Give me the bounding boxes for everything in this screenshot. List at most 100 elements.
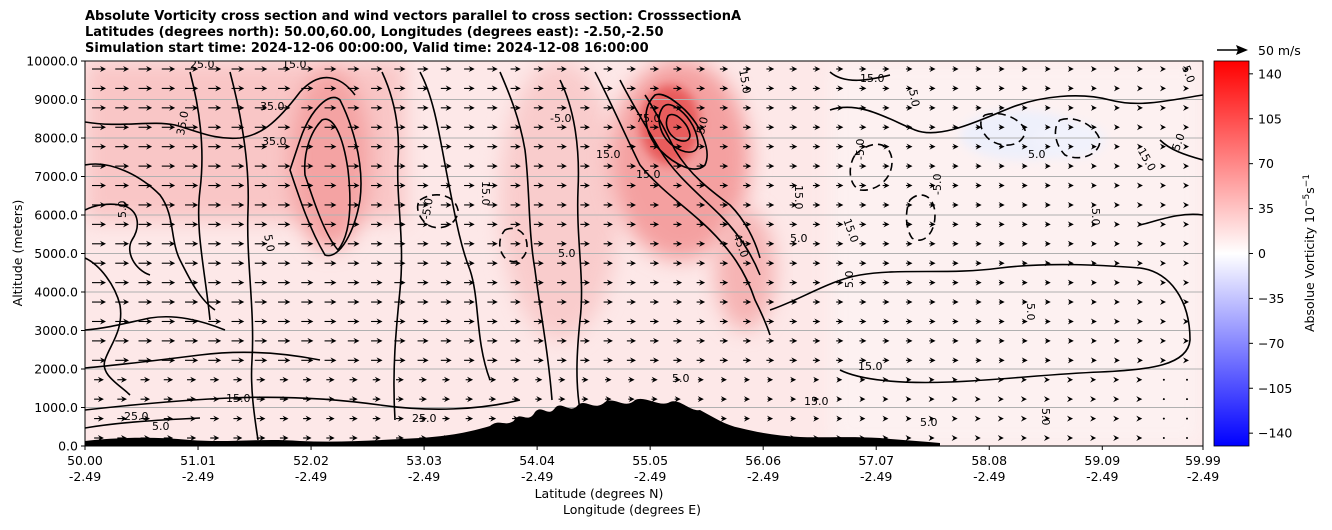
wind-vector-arrowhead [1090, 396, 1097, 403]
wind-vector-arrowhead [837, 201, 844, 208]
wind-vector-arrowhead [444, 376, 451, 383]
wind-vector-arrowhead [1067, 299, 1074, 306]
wind-vector-arrowhead [653, 279, 660, 286]
wind-vector-arrowhead [100, 318, 106, 325]
wind-vector-arrowhead [537, 66, 544, 72]
x-tick-label-lon: -2.49 [521, 469, 553, 484]
x-tick-label-lat: 59.99 [1185, 453, 1221, 468]
wind-vector-arrowhead [1113, 182, 1120, 189]
wind-vector-arrowhead [560, 124, 567, 131]
wind-vector-arrowhead [282, 415, 289, 422]
wind-vector-arrowhead [676, 279, 683, 286]
wind-vector-arrowhead [305, 435, 312, 441]
wind-vector-arrowhead [1136, 376, 1143, 383]
terrain [85, 398, 940, 446]
wind-vector-arrowhead [560, 221, 567, 228]
wind-vector-arrowhead [1021, 357, 1028, 364]
wind-vector-arrowhead [745, 85, 752, 92]
wind-vector-arrowhead [537, 143, 544, 150]
wind-vector-arrowhead [1183, 124, 1189, 131]
wind-vector-arrowhead [376, 357, 383, 364]
wind-vector-arrowhead [583, 143, 590, 150]
x-tick-label-lat: 52.02 [293, 453, 329, 468]
wind-vector-arrowhead [445, 260, 452, 267]
wind-vector-arrowhead [951, 415, 958, 422]
wind-vector-arrowhead [1067, 124, 1074, 131]
wind-vector-arrowhead [123, 66, 130, 72]
wind-vector-arrowhead [583, 182, 590, 189]
wind-vector-arrowhead [745, 337, 752, 344]
wind-vector-arrowhead [236, 415, 243, 422]
wind-vector-arrowhead [883, 240, 890, 247]
wind-vector-arrowhead [491, 85, 498, 92]
wind-vector-arrowhead [1067, 279, 1074, 286]
contour-label: 15.0 [860, 72, 885, 85]
wind-vector-arrowhead [883, 337, 890, 344]
shade-tail [715, 210, 775, 330]
wind-vector-arrowhead [998, 66, 1005, 72]
wind-vector-arrowhead [883, 163, 890, 170]
wind-vector-dot [1186, 417, 1188, 420]
wind-vector-arrowhead [952, 240, 959, 247]
wind-vector-arrowhead [353, 66, 360, 72]
wind-vector-arrowhead [491, 299, 498, 306]
contour-label: 75.0 [636, 112, 661, 125]
wind-vector-arrowhead [606, 104, 613, 111]
y-tick-label: 10000.0 [26, 54, 78, 69]
wind-vector-arrowhead [192, 221, 199, 228]
wind-vector-arrowhead [722, 318, 729, 325]
wind-vector-arrowhead [491, 66, 498, 72]
wind-vector-arrowhead [1067, 182, 1074, 189]
wind-vector-arrowhead [146, 240, 153, 247]
wind-vector-arrowhead [1113, 376, 1120, 383]
wind-vector-arrowhead [120, 396, 127, 403]
wind-vector-arrowhead [100, 357, 106, 364]
wind-vector-arrowhead [814, 66, 821, 72]
wind-vector-arrowhead [146, 104, 153, 111]
contour-line [85, 417, 201, 429]
colorbar-label-unit: s [1302, 187, 1317, 194]
wind-vector-arrowhead [445, 143, 452, 150]
wind-vector-arrowhead [261, 66, 268, 72]
wind-vector-arrowhead [97, 435, 104, 441]
wind-vector-arrowhead [1043, 435, 1050, 441]
wind-vector-arrowhead [722, 163, 729, 170]
wind-vector-arrowhead [307, 260, 314, 267]
wind-vector-arrowhead [353, 260, 360, 267]
wind-vector-arrowhead [169, 66, 176, 72]
wind-vector-arrowhead [722, 143, 729, 150]
wind-vector-arrowhead [215, 260, 222, 267]
wind-vector-arrowhead [1090, 299, 1097, 306]
wind-vector-arrowhead [422, 260, 429, 267]
wind-vector-arrowhead [1159, 221, 1166, 228]
wind-vector-arrowhead [583, 318, 590, 325]
wind-vector-arrowhead [929, 240, 936, 247]
wind-vector-arrowhead [1136, 124, 1143, 131]
wind-vector-arrowhead [1113, 104, 1120, 111]
wind-vector-arrowhead [837, 357, 844, 364]
wind-vector-arrowhead [583, 221, 590, 228]
wind-vector-arrowhead [883, 182, 890, 189]
wind-vector-arrowhead [653, 299, 660, 306]
wind-vector-arrowhead [445, 201, 452, 208]
wind-vector-arrowhead [998, 240, 1005, 247]
wind-vector-arrowhead [238, 66, 245, 72]
wind-vector-arrowhead [468, 66, 475, 72]
wind-vector-arrowhead [422, 240, 429, 247]
wind-vector-arrowhead [261, 182, 268, 189]
wind-vector-arrowhead [1136, 66, 1143, 72]
wind-vector-arrowhead [837, 299, 844, 306]
contour-label: 5.0 [843, 271, 856, 289]
wind-vector-arrowhead [722, 182, 729, 189]
wind-vector-arrowhead [422, 182, 429, 189]
contour-label: -5.0 [419, 197, 436, 220]
wind-vector-arrowhead [215, 357, 222, 364]
wind-vector-arrowhead [123, 182, 130, 189]
wind-vector-arrowhead [745, 357, 752, 364]
wind-vector-arrowhead [215, 124, 222, 131]
wind-vector-arrowhead [1159, 260, 1166, 267]
wind-vector-arrowhead [629, 260, 636, 267]
wind-vector-arrowhead [560, 143, 567, 150]
wind-vector-arrowhead [468, 240, 475, 247]
colorbar-label: Absolue Vorticity 10−5s−1 [1302, 174, 1317, 332]
